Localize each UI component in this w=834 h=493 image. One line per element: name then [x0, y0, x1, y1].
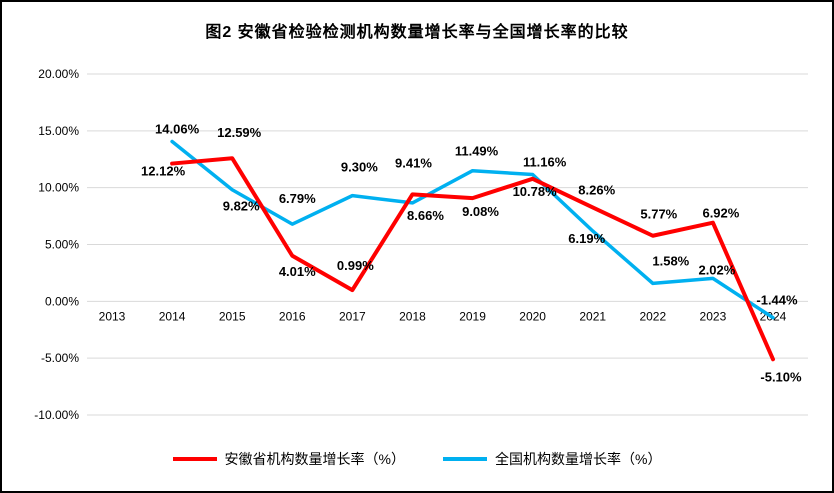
chart-title: 图2 安徽省检验检测机构数量增长率与全国增长率的比较: [205, 24, 629, 41]
data-label: -5.10%: [760, 369, 802, 384]
series-line-anhui: [170, 156, 775, 362]
data-label: 8.66%: [407, 208, 444, 223]
legend-label-national: 全国机构数量增长率（%）: [495, 451, 662, 467]
data-label: 8.26%: [578, 182, 615, 197]
y-axis-tick-label: 10.00%: [38, 181, 79, 195]
legend-swatch-national: [443, 457, 487, 461]
y-axis-tick-label: 20.00%: [38, 67, 79, 81]
x-axis-tick-label: 2018: [399, 309, 426, 323]
x-axis-tick-label: 2019: [459, 309, 486, 323]
data-label: 10.78%: [513, 184, 558, 199]
data-label: 11.16%: [523, 154, 567, 169]
data-label: 12.59%: [217, 125, 262, 140]
series-line-national: [170, 139, 775, 320]
data-label: 12.12%: [141, 164, 186, 179]
legend-item-national: 全国机构数量增长率（%）: [443, 449, 661, 469]
data-label: 9.30%: [341, 160, 378, 175]
data-label: 0.99%: [337, 258, 374, 273]
y-axis-tick-label: 15.00%: [38, 124, 79, 138]
data-label: 4.01%: [279, 264, 316, 279]
y-axis-tick-label: 5.00%: [45, 238, 79, 252]
x-axis-tick-label: 2014: [159, 309, 186, 323]
x-axis-tick-label: 2016: [279, 309, 306, 323]
x-axis-tick-label: 2013: [99, 309, 126, 323]
x-axis-tick-label: 2017: [339, 309, 366, 323]
data-label: 11.49%: [455, 144, 499, 159]
legend-swatch-anhui: [172, 457, 217, 461]
x-axis-tick-label: 2020: [519, 309, 546, 323]
data-label: 9.41%: [395, 155, 432, 170]
chart-legend: 安徽省机构数量增长率（%） 全国机构数量增长率（%）: [2, 449, 832, 469]
data-label: 9.82%: [223, 199, 260, 214]
data-label: 14.06%: [155, 122, 200, 137]
x-axis-tick-label: 2023: [700, 309, 727, 323]
x-axis-tick-label: 2022: [639, 309, 666, 323]
data-label: 5.77%: [640, 207, 677, 222]
y-axis-tick-label: 0.00%: [45, 294, 79, 308]
y-axis-tick-label: -10.00%: [34, 408, 79, 422]
x-axis-tick-label: 2015: [219, 309, 246, 323]
data-label: 1.58%: [652, 253, 689, 268]
data-label: 6.19%: [568, 231, 605, 246]
data-label: 6.79%: [279, 191, 316, 206]
y-axis-tick-label: -5.00%: [41, 351, 79, 365]
x-axis-tick-label: 2021: [579, 309, 606, 323]
data-label: -1.44%: [756, 293, 798, 308]
data-label: 9.08%: [462, 204, 499, 219]
data-label: 6.92%: [702, 206, 739, 221]
legend-label-anhui: 安徽省机构数量增长率（%）: [224, 451, 405, 467]
data-label: 2.02%: [698, 262, 735, 277]
legend-item-anhui: 安徽省机构数量增长率（%）: [172, 449, 405, 469]
